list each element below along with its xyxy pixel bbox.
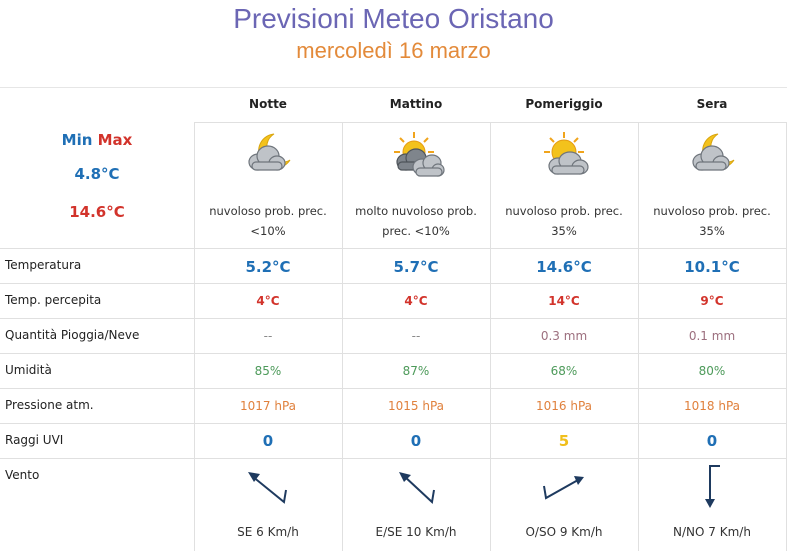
weather-icon-cell xyxy=(194,124,342,204)
description-line: molto nuvoloso prob. xyxy=(355,204,477,218)
pressure-value: 1016 hPa xyxy=(535,399,592,413)
grid-line xyxy=(0,283,787,284)
humidity-value: 68% xyxy=(550,364,578,378)
col-header-sera: Sera xyxy=(696,97,728,111)
description-line: prec. <10% xyxy=(382,224,450,238)
description-line: nuvoloso prob. prec. xyxy=(653,204,771,218)
pressure-value: 1018 hPa xyxy=(683,399,740,413)
grid-line xyxy=(0,248,787,249)
max-label: Max xyxy=(97,131,133,149)
wind-direction-icon xyxy=(705,465,720,508)
rain-value: 0.3 mm xyxy=(540,329,588,343)
grid-line xyxy=(0,458,787,459)
rain-value: -- xyxy=(263,329,273,343)
sun-heavy-clouds-icon xyxy=(394,132,445,177)
wind-value: SE 6 Km/h xyxy=(237,525,299,539)
uvi-value: 0 xyxy=(262,432,274,450)
grid-line xyxy=(194,122,787,123)
humidity-value: 80% xyxy=(698,364,726,378)
min-label: Min xyxy=(61,131,93,149)
wind-value: O/SO 9 Km/h xyxy=(525,525,603,539)
col-header-notte: Notte xyxy=(249,97,287,111)
grid-line xyxy=(0,423,787,424)
grid-line xyxy=(490,122,491,551)
perceived-temperature-value: 9°C xyxy=(700,294,724,308)
weather-icon-cell xyxy=(490,124,638,204)
header-divider xyxy=(0,87,787,88)
humidity-value: 85% xyxy=(254,364,282,378)
uvi-value: 0 xyxy=(706,432,718,450)
temperature-value: 14.6°C xyxy=(536,258,592,276)
perceived-temperature-value: 4°C xyxy=(404,294,428,308)
row-label-uvi: Raggi UVI xyxy=(5,433,64,447)
weather-icon-cell xyxy=(342,124,490,204)
grid-line xyxy=(0,353,787,354)
grid-line xyxy=(0,318,787,319)
col-header-pomeriggio: Pomeriggio xyxy=(525,97,603,111)
description-line: <10% xyxy=(250,224,286,238)
wind-value: E/SE 10 Km/h xyxy=(375,525,457,539)
wind-direction-icon xyxy=(248,472,287,504)
condition-description: molto nuvoloso prob. prec. <10% xyxy=(342,201,490,241)
perceived-temperature-value: 4°C xyxy=(256,294,280,308)
perceived-temperature-value: 14°C xyxy=(548,294,580,308)
grid-line xyxy=(194,122,195,551)
temperature-value: 10.1°C xyxy=(684,258,740,276)
wind-direction-icon xyxy=(399,472,435,504)
condition-description: nuvoloso prob. prec. 35% xyxy=(638,201,786,241)
description-line: 35% xyxy=(551,224,577,238)
rain-value: -- xyxy=(411,329,421,343)
wind-value: N/NO 7 Km/h xyxy=(673,525,751,539)
page-title: Previsioni Meteo Oristano xyxy=(233,3,554,34)
uvi-value: 5 xyxy=(558,432,570,450)
humidity-value: 87% xyxy=(402,364,430,378)
pressure-value: 1015 hPa xyxy=(387,399,444,413)
grid-line xyxy=(638,122,639,551)
condition-description: nuvoloso prob. prec. 35% xyxy=(490,201,638,241)
max-temperature: 14.6°C xyxy=(69,203,125,221)
row-label-wind: Vento xyxy=(5,468,40,482)
row-label-pressure: Pressione atm. xyxy=(5,398,94,412)
cloud-moon-icon xyxy=(692,133,735,171)
cloud-moon-icon xyxy=(248,133,291,171)
sun-cloud-icon xyxy=(544,132,589,175)
min-max-label: Min Max xyxy=(0,131,194,149)
grid-line xyxy=(0,388,787,389)
col-header-mattino: Mattino xyxy=(389,97,443,111)
rain-value: 0.1 mm xyxy=(688,329,736,343)
condition-description: nuvoloso prob. prec. <10% xyxy=(194,201,342,241)
grid-line xyxy=(342,122,343,551)
description-line: 35% xyxy=(699,224,725,238)
row-label-perceived: Temp. percepita xyxy=(5,293,102,307)
uvi-value: 0 xyxy=(410,432,422,450)
min-temperature: 4.8°C xyxy=(74,165,120,183)
date-subtitle: mercoledì 16 marzo xyxy=(296,38,491,63)
page-header: Previsioni Meteo Oristano mercoledì 16 m… xyxy=(0,0,787,88)
row-label-humidity: Umidità xyxy=(5,363,52,377)
row-label-temperature: Temperatura xyxy=(5,258,82,272)
description-line: nuvoloso prob. prec. xyxy=(505,204,623,218)
temperature-value: 5.7°C xyxy=(393,258,439,276)
pressure-value: 1017 hPa xyxy=(239,399,296,413)
row-label-rain: Quantità Pioggia/Neve xyxy=(5,328,140,342)
wind-direction-icon xyxy=(543,476,584,500)
temperature-value: 5.2°C xyxy=(245,258,291,276)
description-line: nuvoloso prob. prec. xyxy=(209,204,327,218)
weather-icon-cell xyxy=(638,124,786,204)
